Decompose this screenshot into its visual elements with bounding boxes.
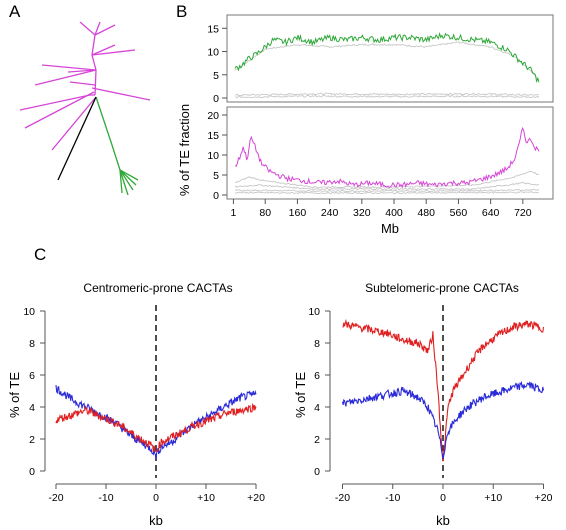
tree-branch-black	[57, 96, 97, 181]
c-right-plot: 0 2 4 6 8 10 -20 -10 0 +10 +20	[308, 305, 553, 504]
tree-branch-magenta	[79, 21, 96, 36]
b-top-plot-frame	[226, 14, 554, 103]
panel-label-c: C	[34, 245, 46, 264]
b-x-tick-label: 560	[450, 207, 468, 219]
b-x-axis-label: Mb	[381, 221, 399, 236]
tree-branch-magenta	[94, 69, 97, 96]
tree-branch-green	[119, 169, 129, 196]
c-x-tick-label: +20	[535, 492, 553, 504]
c-x-tick-label: +20	[247, 492, 265, 504]
c-y-tick-label: 2	[29, 434, 35, 446]
c-right-x-axis-label: kb	[436, 513, 450, 528]
tree-branch-magenta	[34, 69, 97, 86]
tree-branch-magenta	[94, 24, 116, 36]
c-y-tick-label: 8	[314, 338, 320, 350]
b-y-tick-label: 15	[207, 23, 219, 35]
c-y-tick-label: 10	[308, 306, 320, 318]
tree-branch-green	[95, 96, 113, 146]
tree-branch-green	[119, 169, 134, 191]
b-series-grey-line	[234, 92, 539, 97]
b-x-tick-label: 480	[417, 207, 435, 219]
b-series-grey-line	[234, 41, 540, 81]
c-x-tick-label: -10	[385, 492, 400, 504]
b-top-plot: 0 5 10 15	[207, 23, 540, 105]
c-x-tick-label: -20	[335, 492, 350, 504]
c-right-title: Subtelomeric-prone CACTAs	[365, 281, 519, 295]
c-y-tick-label: 4	[314, 402, 320, 414]
c-x-tick-label: +10	[197, 492, 215, 504]
tree-branch-magenta	[67, 69, 97, 73]
b-y-axis-label: % of TE fraction	[177, 104, 192, 196]
b-y-tick-label: 15	[207, 130, 219, 142]
b-bottom-plot: 0 5 10 15 20 1 80 160 240 320 400 480 560 640 720	[207, 110, 540, 219]
c-x-tick-label: -20	[48, 492, 63, 504]
c-x-tick-label: 0	[153, 492, 159, 504]
panel-label-a: A	[9, 2, 21, 21]
b-y-tick-label: 10	[207, 150, 219, 162]
b-series-line	[234, 126, 540, 189]
c-left-title: Centromeric-prone CACTAs	[83, 281, 232, 295]
b-series-grey-line	[234, 94, 540, 99]
b-y-tick-label: 5	[213, 170, 219, 182]
c-series-line	[55, 403, 257, 453]
tree-branch-magenta	[94, 21, 101, 36]
b-y-tick-label: 0	[213, 93, 219, 105]
b-series-grey-line	[234, 181, 540, 191]
tree-branch-magenta	[41, 64, 97, 71]
c-series-line	[342, 318, 545, 462]
panel-label-b: B	[176, 2, 187, 21]
c-series-line	[341, 380, 545, 460]
b-x-tick-label: 80	[259, 207, 271, 219]
c-x-tick-label: -10	[98, 492, 113, 504]
b-x-tick-label: 1	[230, 207, 236, 219]
c-y-tick-label: 4	[29, 402, 35, 414]
tree-branch-green	[119, 169, 123, 194]
tree-branch-magenta	[24, 91, 95, 129]
tree-branch-magenta	[91, 49, 136, 56]
tree-branch-magenta	[69, 81, 96, 86]
b-x-tick-label: 400	[385, 207, 403, 219]
b-x-tick-label: 240	[321, 207, 339, 219]
c-y-tick-label: 0	[29, 466, 35, 478]
tree-branch-magenta	[19, 94, 91, 111]
c-series-line	[55, 385, 257, 459]
tree-branch-magenta	[91, 54, 97, 71]
c-x-tick-label: 0	[440, 492, 446, 504]
phylogenetic-tree	[19, 21, 151, 196]
tree-branch-green	[111, 144, 121, 171]
b-bottom-plot-frame	[226, 106, 554, 200]
c-y-tick-label: 2	[314, 434, 320, 446]
tree-branch-green	[119, 169, 139, 181]
tree-branch-magenta	[91, 34, 96, 56]
b-x-tick-label: 640	[482, 207, 500, 219]
b-y-tick-label: 5	[213, 70, 219, 82]
c-right-y-axis-label: % of TE	[293, 372, 308, 418]
c-y-tick-label: 0	[314, 466, 320, 478]
b-series-grey-line	[234, 170, 539, 189]
b-y-tick-label: 20	[207, 110, 219, 122]
b-x-tick-label: 160	[289, 207, 307, 219]
c-y-tick-label: 6	[314, 370, 320, 382]
b-series-grey-line	[234, 188, 540, 193]
c-y-tick-label: 8	[29, 338, 35, 350]
tree-branch-magenta	[51, 96, 97, 151]
c-y-tick-label: 10	[23, 306, 35, 318]
tree-branch-magenta	[91, 44, 116, 56]
tree-branch-magenta	[91, 87, 151, 101]
b-y-tick-label: 10	[207, 47, 219, 59]
tree-branch-green	[119, 169, 137, 186]
c-x-tick-label: +10	[484, 492, 502, 504]
c-y-tick-label: 6	[29, 370, 35, 382]
b-series-grey-line	[234, 191, 539, 195]
b-series-line	[234, 31, 540, 84]
c-left-plot: 0 2 4 6 8 10 -20 -10 0 +10 +20	[23, 305, 265, 504]
c-left-x-axis-label: kb	[149, 513, 163, 528]
b-x-tick-label: 320	[353, 207, 371, 219]
b-x-tick-label: 720	[514, 207, 532, 219]
c-left-y-axis-label: % of TE	[7, 372, 22, 418]
b-y-tick-label: 0	[213, 190, 219, 202]
